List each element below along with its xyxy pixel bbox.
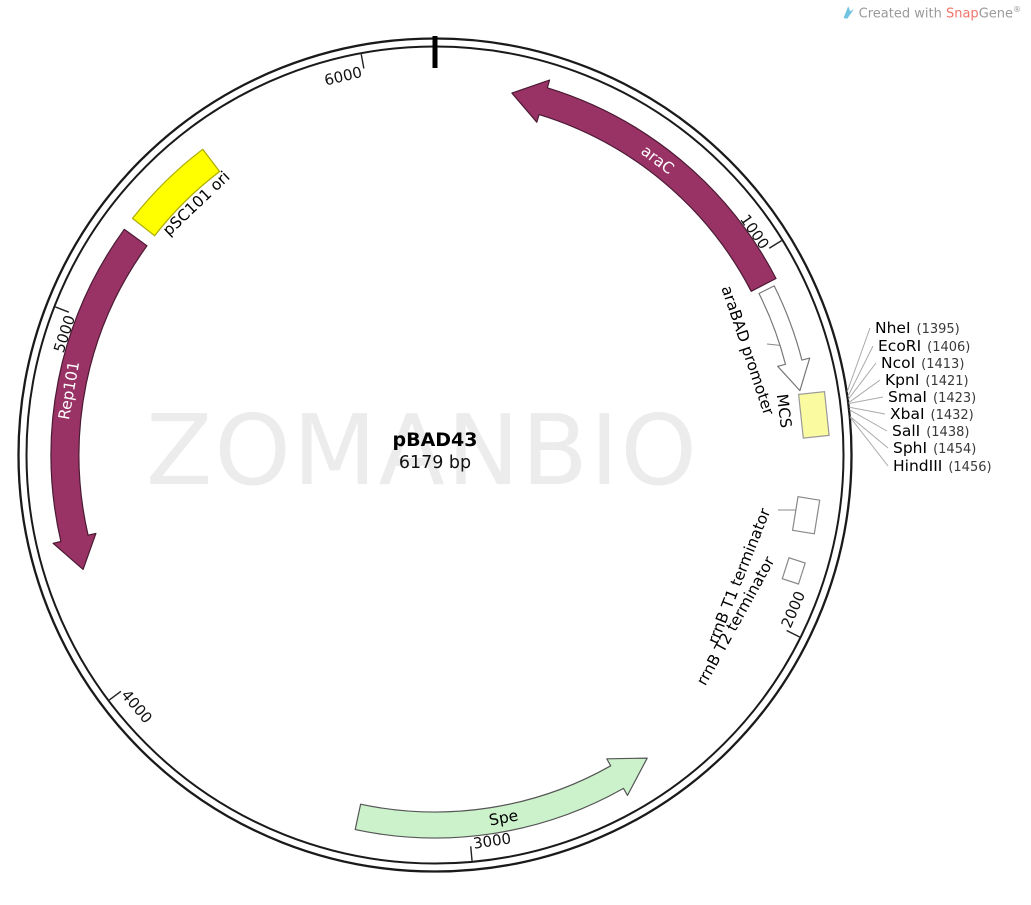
ruler-tick-label-6000: 6000 bbox=[322, 63, 363, 89]
enzyme-label-smai[interactable]: SmaI (1423) bbox=[888, 388, 976, 406]
enzyme-position-nhei: (1395) bbox=[917, 322, 960, 337]
enzyme-label-nhei[interactable]: NheI (1395) bbox=[875, 319, 960, 337]
enzyme-label-hindiii[interactable]: HindIII (1456) bbox=[893, 457, 992, 475]
enzyme-position-kpni: (1421) bbox=[925, 374, 968, 389]
feature-rrnb-t2-terminator[interactable] bbox=[781, 557, 806, 585]
plasmid-name: pBAD43 bbox=[392, 429, 478, 451]
feature-arabad-promoter[interactable] bbox=[758, 285, 811, 392]
plasmid-title-block: pBAD43 6179 bp bbox=[393, 429, 478, 473]
ruler-tick-label-2000: 2000 bbox=[778, 588, 810, 630]
enzyme-leader-kpni bbox=[848, 379, 881, 404]
enzyme-position-xbai: (1432) bbox=[931, 408, 974, 423]
credit-brand-gene: Gene bbox=[978, 6, 1013, 22]
enzyme-leader-ncoi bbox=[847, 362, 877, 400]
feature-mcs[interactable] bbox=[797, 390, 830, 439]
enzyme-position-smai: (1423) bbox=[933, 391, 976, 406]
feature-label-spe: Spe bbox=[488, 806, 520, 829]
ruler-tick-1000 bbox=[768, 240, 782, 249]
ruler-tick-3000 bbox=[470, 846, 473, 861]
enzyme-leader-sali bbox=[849, 409, 888, 432]
credit-brand-snap: Snap bbox=[945, 6, 979, 22]
registered-mark: ® bbox=[1013, 5, 1021, 14]
enzyme-leader-ecori bbox=[847, 345, 874, 397]
enzyme-label-sali[interactable]: SalI (1438) bbox=[892, 422, 969, 440]
enzyme-label-ecori[interactable]: EcoRI (1406) bbox=[878, 337, 970, 355]
enzyme-leader-hindiii bbox=[849, 417, 889, 467]
enzyme-label-ncoi[interactable]: NcoI (1413) bbox=[881, 354, 964, 372]
enzyme-position-ncoi: (1413) bbox=[921, 357, 964, 372]
ruler-tick-label-4000: 4000 bbox=[118, 686, 156, 727]
feature-rrnb-t1-terminator[interactable] bbox=[791, 496, 821, 535]
enzyme-leader-sphi bbox=[849, 416, 889, 449]
feature-psc101-ori[interactable] bbox=[131, 148, 221, 237]
enzyme-leader-smai bbox=[848, 396, 884, 404]
ruler-tick-6000 bbox=[360, 54, 365, 69]
ruler-tick-2000 bbox=[786, 629, 800, 638]
ruler-tick-5000 bbox=[55, 306, 70, 313]
feature-arac[interactable] bbox=[511, 79, 777, 292]
enzyme-position-sali: (1438) bbox=[926, 425, 969, 440]
feature-label-mcs: MCS bbox=[773, 393, 795, 429]
snapgene-credit: Created with SnapGene® bbox=[841, 5, 1021, 21]
enzyme-leader-xbai bbox=[849, 406, 886, 415]
enzyme-position-hindiii: (1456) bbox=[948, 460, 991, 475]
plasmid-size: 6179 bp bbox=[398, 453, 472, 473]
feature-spe[interactable] bbox=[354, 757, 648, 839]
enzyme-label-xbai[interactable]: XbaI (1432) bbox=[890, 405, 974, 423]
snapgene-logo-icon bbox=[843, 6, 854, 20]
feature-rep101[interactable] bbox=[50, 228, 148, 570]
enzyme-label-kpni[interactable]: KpnI (1421) bbox=[885, 371, 969, 389]
enzyme-leader-nhei bbox=[846, 327, 871, 392]
enzyme-position-sphi: (1454) bbox=[933, 442, 976, 457]
ruler-tick-4000 bbox=[108, 690, 122, 701]
enzyme-label-sphi[interactable]: SphI (1454) bbox=[893, 439, 976, 457]
credit-text: Created with bbox=[858, 6, 946, 22]
enzyme-position-ecori: (1406) bbox=[927, 340, 970, 355]
watermark: ZOMANBIO bbox=[146, 394, 699, 507]
